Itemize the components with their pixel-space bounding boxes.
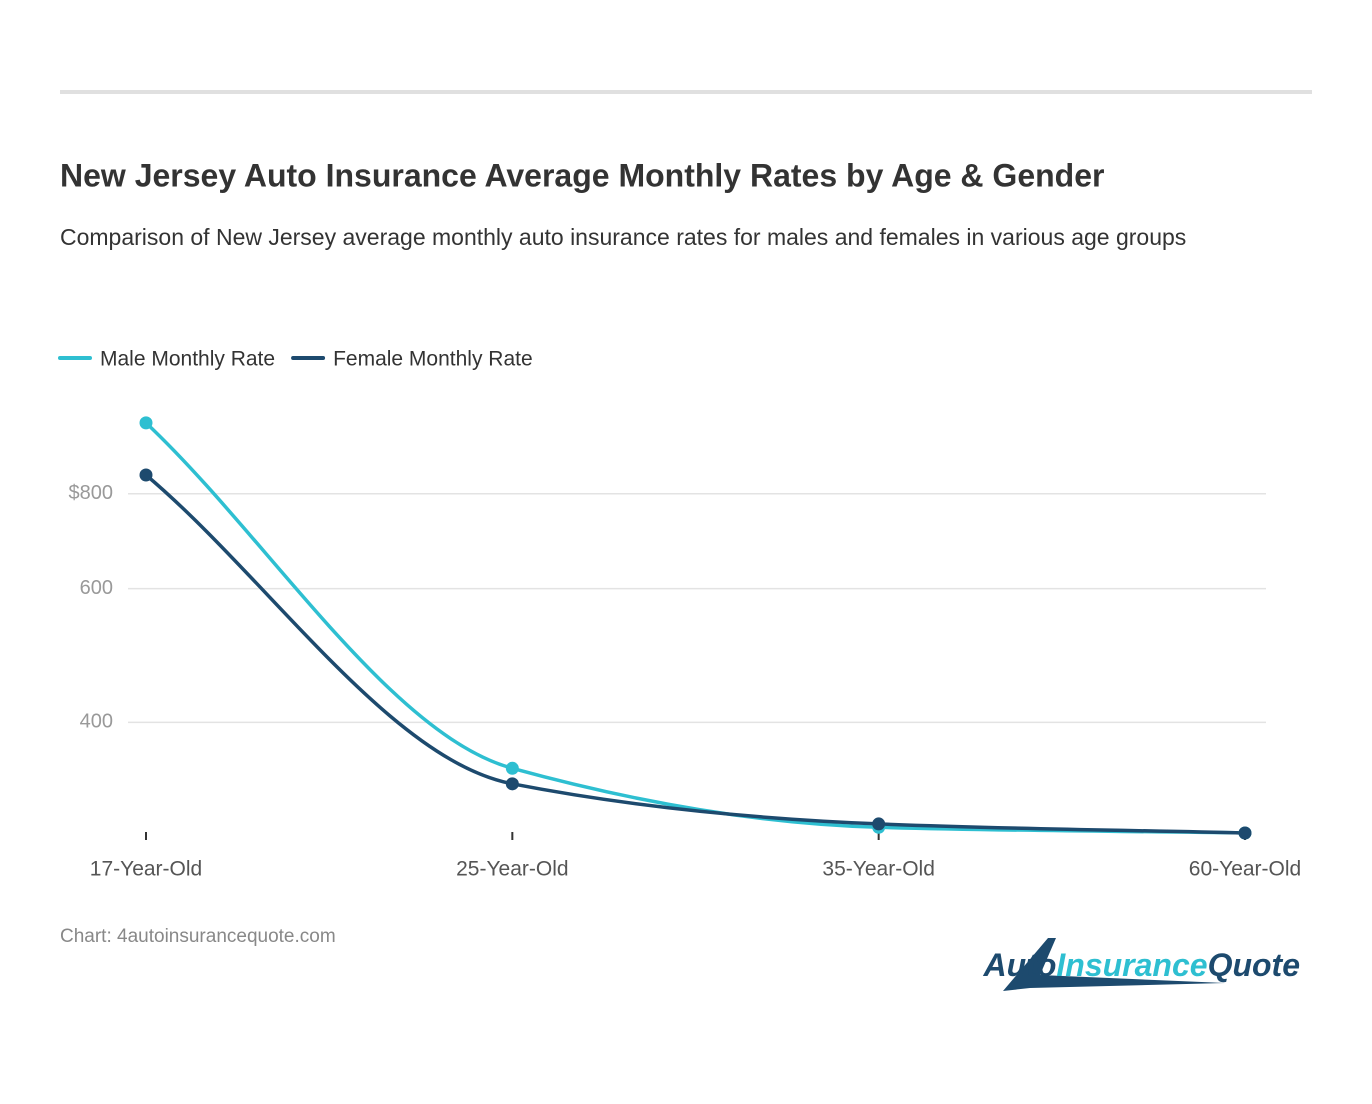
legend-label: Female Monthly Rate	[333, 348, 533, 371]
y-tick-label: 600	[80, 577, 113, 599]
top-rule	[60, 90, 1312, 94]
source: Chart: 4autoinsurancequote.com	[60, 926, 336, 947]
chart-title: New Jersey Auto Insurance Average Monthl…	[60, 157, 1104, 193]
y-tick-label: 400	[80, 711, 113, 733]
logo-swoosh	[1003, 938, 1225, 991]
logo-text: AutoInsuranceQuote	[983, 947, 1300, 983]
data-point	[1238, 826, 1252, 840]
logo-part: Auto	[983, 947, 1057, 983]
x-tick-label: 35-Year-Old	[822, 858, 934, 881]
legend-label: Male Monthly Rate	[100, 348, 275, 371]
x-tick-label: 25-Year-Old	[456, 858, 568, 881]
x-tick-label: 60-Year-Old	[1189, 858, 1301, 881]
data-point	[139, 468, 153, 482]
data-point	[505, 761, 519, 775]
x-tick-label: 17-Year-Old	[90, 858, 202, 881]
subtitle-box: Comparison of New Jersey average monthly…	[60, 224, 1187, 250]
data-point	[872, 817, 886, 831]
logo: AutoInsuranceQuote	[983, 938, 1300, 991]
data-point	[139, 416, 153, 430]
series-line	[144, 421, 1246, 835]
data-point	[505, 777, 519, 791]
logo-part: Insurance	[1056, 947, 1207, 983]
series-line	[144, 473, 1246, 835]
chart-subtitle: Comparison of New Jersey average monthly…	[60, 224, 1187, 250]
y-tick-label: $800	[69, 482, 114, 504]
logo-part: Quote	[1208, 947, 1300, 983]
